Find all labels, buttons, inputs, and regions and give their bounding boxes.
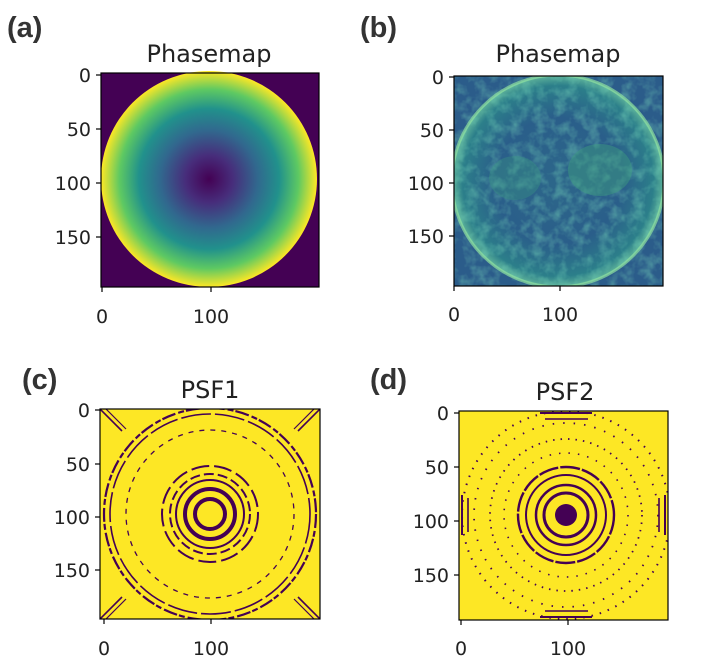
panel-a-frame xyxy=(100,72,320,288)
panel-a: (a) Phasemap 0 50 100 150 0 100 xyxy=(7,12,320,328)
tick-label: 100 xyxy=(54,507,90,529)
panel-c: (c) PSF1 xyxy=(22,364,321,660)
panel-b-y-axis: 0 50 100 150 xyxy=(408,67,454,248)
tick-label: 150 xyxy=(55,227,91,249)
panel-a-title: Phasemap xyxy=(147,40,272,68)
panel-b: (b) Phasemap 0 50 100 150 0 100 xyxy=(360,12,664,326)
panel-b-letter: (b) xyxy=(360,12,397,44)
tick-label: 0 xyxy=(79,65,91,87)
tick-label: 100 xyxy=(55,173,91,195)
panel-a-letter: (a) xyxy=(7,12,42,44)
tick-label: 0 xyxy=(455,638,467,660)
tick-label: 150 xyxy=(408,226,444,248)
tick-label: 0 xyxy=(96,306,108,328)
panel-d-y-axis: 0 50 100 150 xyxy=(413,403,459,587)
panel-d-image xyxy=(459,411,668,620)
tick-label: 150 xyxy=(54,560,90,582)
panel-a-y-axis: 0 50 100 150 xyxy=(55,65,101,249)
panel-c-frame xyxy=(99,408,321,620)
panel-c-title: PSF1 xyxy=(181,376,240,404)
tick-label: 100 xyxy=(193,638,229,660)
panel-a-image xyxy=(101,71,319,287)
tick-label: 100 xyxy=(408,173,444,195)
tick-label: 0 xyxy=(98,638,110,660)
tick-label: 50 xyxy=(420,120,444,142)
panel-d-title: PSF2 xyxy=(536,378,595,406)
panel-c-letter: (c) xyxy=(22,364,57,396)
panel-c-image xyxy=(100,409,320,619)
panel-d-letter: (d) xyxy=(370,364,407,396)
panel-d-frame xyxy=(458,410,669,621)
tick-label: 50 xyxy=(67,119,91,141)
tick-label: 100 xyxy=(550,638,586,660)
panel-b-x-axis: 0 100 xyxy=(448,286,578,326)
tick-label: 100 xyxy=(542,304,578,326)
tick-label: 100 xyxy=(413,511,449,533)
panel-b-frame xyxy=(453,75,664,287)
panel-a-x-axis: 0 100 xyxy=(96,287,229,328)
tick-label: 150 xyxy=(413,565,449,587)
panel-d: (d) PSF2 xyxy=(370,364,669,660)
tick-label: 0 xyxy=(448,304,460,326)
tick-label: 0 xyxy=(78,400,90,422)
panel-d-x-axis: 0 100 xyxy=(455,620,586,660)
tick-label: 0 xyxy=(437,403,449,425)
tick-label: 0 xyxy=(432,67,444,89)
panel-c-y-axis: 0 50 100 150 xyxy=(54,400,100,582)
tick-label: 50 xyxy=(66,454,90,476)
panel-b-title: Phasemap xyxy=(496,40,621,68)
tick-label: 100 xyxy=(193,306,229,328)
tick-label: 50 xyxy=(425,457,449,479)
panel-b-image xyxy=(454,76,663,286)
panel-c-x-axis: 0 100 xyxy=(98,619,229,660)
